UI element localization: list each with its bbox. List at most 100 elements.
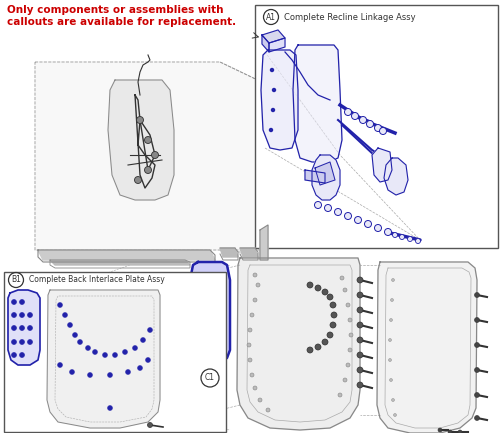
Text: Complete Recline Linkage Assy: Complete Recline Linkage Assy bbox=[284, 13, 416, 22]
Circle shape bbox=[357, 382, 363, 388]
Circle shape bbox=[474, 416, 480, 420]
Polygon shape bbox=[384, 158, 408, 195]
Circle shape bbox=[20, 339, 24, 345]
Circle shape bbox=[374, 224, 382, 232]
Circle shape bbox=[357, 367, 363, 373]
Text: callouts are available for replacement.: callouts are available for replacement. bbox=[7, 17, 236, 27]
Circle shape bbox=[92, 349, 98, 355]
Circle shape bbox=[20, 313, 24, 317]
Circle shape bbox=[390, 378, 392, 381]
Circle shape bbox=[256, 283, 260, 287]
Circle shape bbox=[364, 220, 372, 227]
Polygon shape bbox=[261, 50, 298, 150]
Polygon shape bbox=[38, 250, 215, 260]
Circle shape bbox=[144, 136, 152, 143]
Circle shape bbox=[357, 337, 363, 343]
Circle shape bbox=[86, 346, 90, 350]
Circle shape bbox=[438, 428, 442, 432]
Circle shape bbox=[400, 235, 404, 239]
Circle shape bbox=[314, 201, 322, 209]
Circle shape bbox=[247, 343, 251, 347]
Polygon shape bbox=[260, 225, 268, 260]
Circle shape bbox=[253, 273, 257, 277]
Circle shape bbox=[322, 339, 328, 345]
Circle shape bbox=[266, 408, 270, 412]
Circle shape bbox=[112, 352, 117, 358]
Circle shape bbox=[250, 313, 254, 317]
Circle shape bbox=[343, 378, 347, 382]
Text: Complete Back Interlace Plate Assy: Complete Back Interlace Plate Assy bbox=[29, 275, 165, 284]
Circle shape bbox=[322, 289, 328, 295]
Circle shape bbox=[374, 125, 382, 132]
Circle shape bbox=[315, 344, 321, 350]
Polygon shape bbox=[108, 80, 174, 200]
Circle shape bbox=[327, 294, 333, 300]
Circle shape bbox=[416, 239, 420, 243]
Circle shape bbox=[324, 204, 332, 211]
Circle shape bbox=[68, 323, 72, 327]
Circle shape bbox=[330, 322, 336, 328]
Circle shape bbox=[343, 288, 347, 292]
Polygon shape bbox=[315, 162, 335, 185]
Circle shape bbox=[248, 328, 252, 332]
Circle shape bbox=[307, 282, 313, 288]
Circle shape bbox=[388, 339, 392, 342]
Circle shape bbox=[70, 369, 74, 375]
Polygon shape bbox=[305, 170, 325, 183]
Circle shape bbox=[272, 88, 276, 91]
Circle shape bbox=[357, 292, 363, 298]
Text: A1: A1 bbox=[266, 13, 276, 22]
Circle shape bbox=[270, 129, 272, 132]
Circle shape bbox=[348, 318, 352, 322]
Circle shape bbox=[334, 209, 342, 216]
Polygon shape bbox=[202, 278, 218, 355]
Polygon shape bbox=[372, 148, 392, 182]
Circle shape bbox=[253, 386, 257, 390]
Circle shape bbox=[88, 372, 92, 378]
Circle shape bbox=[140, 337, 145, 343]
Circle shape bbox=[270, 68, 274, 71]
Circle shape bbox=[344, 109, 352, 116]
Circle shape bbox=[384, 229, 392, 236]
Circle shape bbox=[12, 313, 16, 317]
Circle shape bbox=[12, 300, 16, 304]
Polygon shape bbox=[35, 62, 268, 250]
Circle shape bbox=[20, 326, 24, 330]
Circle shape bbox=[474, 343, 480, 348]
Circle shape bbox=[348, 348, 352, 352]
Circle shape bbox=[392, 398, 394, 401]
Circle shape bbox=[28, 326, 32, 330]
Circle shape bbox=[380, 127, 386, 135]
Circle shape bbox=[357, 307, 363, 313]
Circle shape bbox=[338, 393, 342, 397]
Circle shape bbox=[122, 349, 128, 355]
Circle shape bbox=[152, 152, 158, 158]
Circle shape bbox=[360, 116, 366, 123]
Circle shape bbox=[474, 317, 480, 323]
Circle shape bbox=[349, 333, 353, 337]
Circle shape bbox=[458, 430, 462, 433]
Circle shape bbox=[148, 423, 152, 427]
Circle shape bbox=[474, 392, 480, 397]
Circle shape bbox=[248, 358, 252, 362]
Polygon shape bbox=[262, 35, 269, 52]
Circle shape bbox=[20, 300, 24, 304]
Circle shape bbox=[346, 363, 350, 367]
Text: Only components or assemblies with: Only components or assemblies with bbox=[7, 5, 224, 15]
Circle shape bbox=[394, 414, 396, 417]
Circle shape bbox=[344, 213, 352, 220]
Circle shape bbox=[136, 116, 143, 123]
Circle shape bbox=[474, 293, 480, 297]
Circle shape bbox=[20, 352, 24, 358]
Circle shape bbox=[366, 120, 374, 127]
Circle shape bbox=[346, 303, 350, 307]
Polygon shape bbox=[237, 258, 360, 430]
Polygon shape bbox=[220, 248, 238, 257]
Circle shape bbox=[392, 233, 398, 237]
Circle shape bbox=[148, 327, 152, 333]
Circle shape bbox=[126, 369, 130, 375]
Circle shape bbox=[331, 312, 337, 318]
Circle shape bbox=[250, 373, 254, 377]
Circle shape bbox=[408, 236, 412, 242]
Polygon shape bbox=[190, 262, 230, 364]
